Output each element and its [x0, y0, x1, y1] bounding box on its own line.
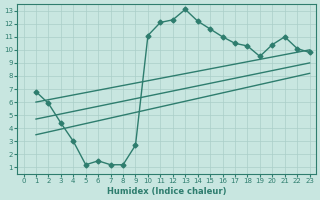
X-axis label: Humidex (Indice chaleur): Humidex (Indice chaleur) [107, 187, 226, 196]
